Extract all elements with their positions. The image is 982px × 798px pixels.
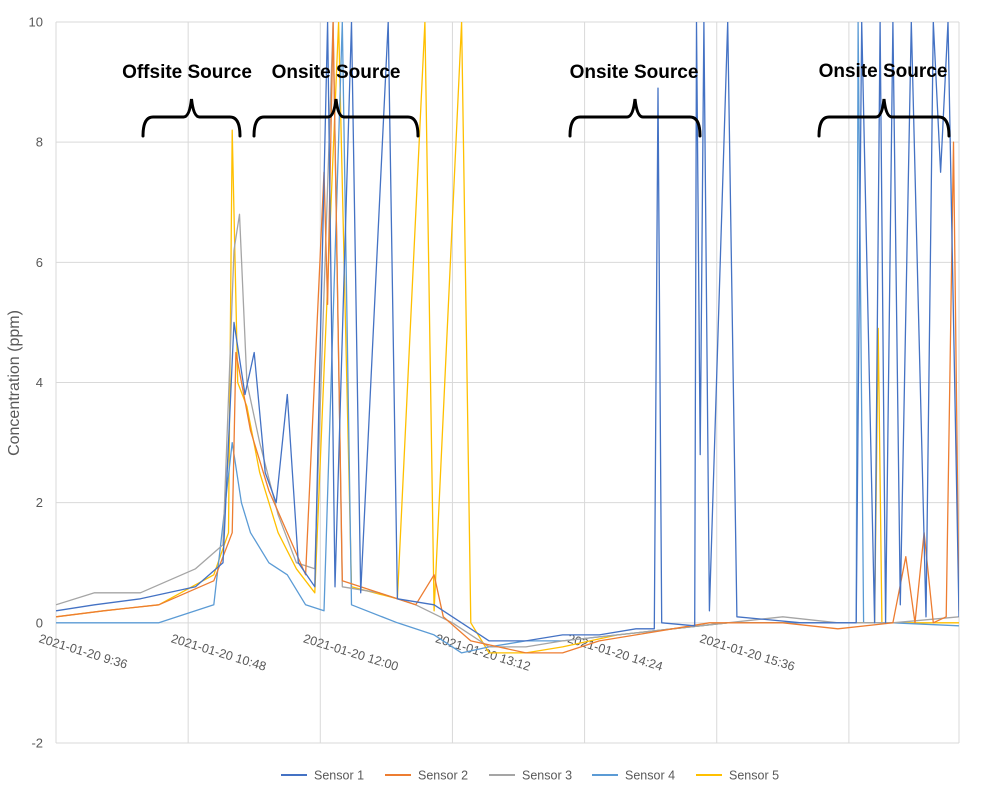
y-tick-label: 6 — [36, 255, 43, 270]
x-tick-label: 2021-01-20 9:36 — [37, 631, 129, 671]
y-tick-label: 10 — [29, 15, 43, 30]
gridlines — [55, 21, 960, 744]
series-lines — [56, 22, 959, 654]
legend-label: Sensor 5 — [729, 769, 779, 783]
legend-item: Sensor 4 — [592, 769, 675, 783]
legend-label: Sensor 4 — [625, 769, 675, 783]
legend: Sensor 1 Sensor 2 Sensor 3 Sensor 4 Sensor 5 — [281, 769, 779, 783]
x-tick-label: 2021-01-20 12:00 — [302, 631, 401, 673]
annotation-label: Onsite Source — [570, 62, 699, 83]
legend-item: Sensor 2 — [385, 769, 468, 783]
source-annotations: Offsite Source Onsite Source Onsite Source… — [122, 61, 951, 138]
y-tick-labels: -2 0 2 4 6 8 10 — [29, 15, 43, 751]
legend-item: Sensor 1 — [281, 769, 364, 783]
series-line-sensor-3 — [56, 22, 959, 648]
y-tick-label: 0 — [36, 615, 43, 630]
annotation-label: Onsite Source — [272, 62, 401, 83]
legend-label: Sensor 3 — [522, 769, 572, 783]
y-axis-label: Concentration (ppm) — [6, 310, 23, 456]
legend-item: Sensor 5 — [696, 769, 779, 783]
x-tick-labels: 2021-01-20 9:36 2021-01-20 10:48 2021-01-2… — [37, 631, 796, 673]
y-tick-label: 4 — [36, 375, 43, 390]
x-tick-label: 2021-01-20 10:48 — [169, 631, 268, 673]
series-line-sensor-4 — [56, 22, 959, 654]
legend-item: Sensor 3 — [489, 769, 572, 783]
legend-label: Sensor 1 — [314, 769, 364, 783]
y-tick-label: 2 — [36, 495, 43, 510]
series-line-sensor-2 — [56, 22, 959, 654]
y-tick-label: 8 — [36, 135, 43, 150]
series-line-sensor-1 — [56, 22, 959, 642]
annotation-label: Onsite Source — [819, 61, 948, 82]
legend-label: Sensor 2 — [418, 769, 468, 783]
y-tick-label: -2 — [31, 736, 43, 751]
annotation-brace — [252, 98, 420, 138]
x-tick-label: 2021-01-20 15:36 — [698, 631, 797, 673]
annotation-brace — [817, 98, 951, 138]
series-line-sensor-5 — [56, 22, 959, 654]
annotation-label: Offsite Source — [122, 62, 252, 83]
annotation-brace — [568, 98, 702, 138]
annotation-brace — [141, 98, 242, 138]
